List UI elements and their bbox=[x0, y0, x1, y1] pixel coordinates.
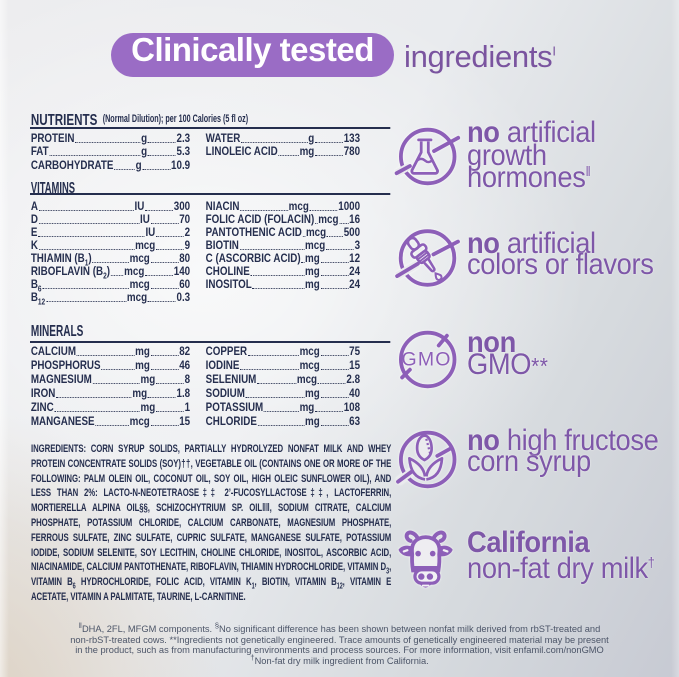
svg-text:GMO: GMO bbox=[402, 348, 452, 370]
